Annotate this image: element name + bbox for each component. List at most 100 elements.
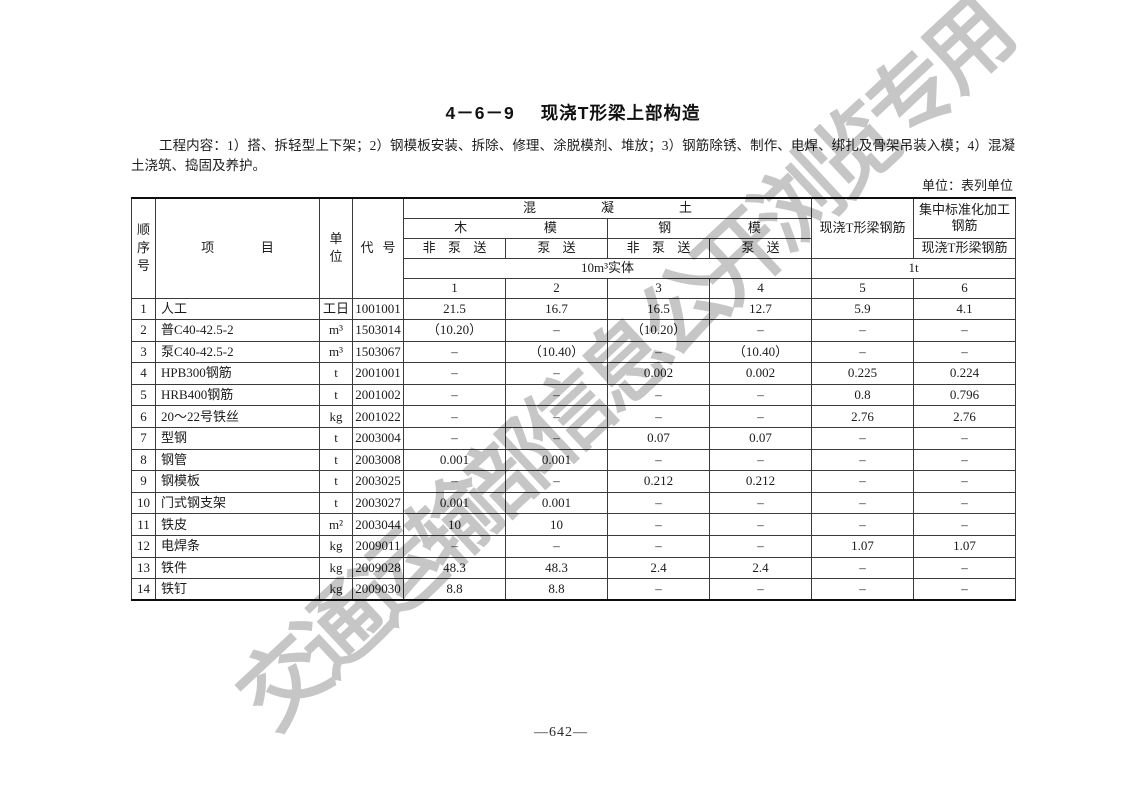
- item-cell: HPB300钢筋: [155, 362, 320, 385]
- seq-cell: 4: [131, 362, 156, 385]
- table-row: 3 泵C40-42.5-2 m³ 1503067– （10.40） – （10.40） – –: [131, 340, 1017, 364]
- table-row: 11 铁皮 m² 2003044 10 10– – – –: [131, 513, 1017, 537]
- unit-cell: m²: [319, 513, 353, 537]
- code-cell: 2003027: [352, 491, 404, 515]
- table-row: 14 铁钉 kg 2009030 8.8 8.8– – – –: [131, 578, 1017, 601]
- unit-cell: kg: [319, 578, 353, 601]
- value-cell: –: [607, 578, 710, 601]
- table-row: 12 电焊条 kg 2009011– – – –1.07 1.07: [131, 535, 1017, 558]
- header-spec-rebar: 1t: [811, 257, 1017, 279]
- section-code: 4－6－9: [445, 103, 515, 123]
- item-cell: 普C40-42.5-2: [155, 319, 320, 342]
- value-cell: 1.07: [811, 535, 915, 558]
- table-header: 顺序号 项目 单位 代号 混凝土 现浇T形梁钢筋 集中标准化加工钢筋 木模 钢模…: [131, 197, 1017, 299]
- page-title: 4－6－9 现浇T形梁上部构造: [131, 100, 1015, 125]
- value-cell: 48.3: [505, 556, 608, 580]
- value-cell: 5.9: [811, 297, 915, 321]
- unit-note: 单位：表列单位: [921, 178, 1013, 193]
- item-cell: 型钢: [155, 427, 320, 450]
- item-cell: 铁皮: [155, 513, 320, 537]
- value-cell: –: [708, 319, 813, 342]
- seq-cell: 2: [131, 319, 156, 342]
- page-number: —642—: [534, 725, 588, 740]
- header-unit: 单位: [319, 197, 353, 299]
- value-cell: –: [913, 470, 1017, 493]
- value-cell: 0.001: [505, 491, 608, 515]
- header-wood-pumped: 泵送: [505, 237, 608, 259]
- header-steel-pumped: 泵送: [708, 237, 813, 259]
- value-cell: 0.002: [708, 362, 813, 385]
- value-cell: –: [708, 578, 813, 601]
- value-cell: （10.20）: [403, 319, 506, 342]
- seq-cell: 8: [131, 448, 156, 472]
- item-cell: 钢模板: [155, 470, 320, 493]
- value-cell: 8.8: [505, 578, 608, 601]
- code-cell: 2001002: [352, 383, 404, 407]
- section-name: 现浇T形梁上部构造: [540, 103, 701, 123]
- header-code: 代号: [352, 197, 404, 299]
- seq-cell: 10: [131, 491, 156, 515]
- value-cell: –: [403, 535, 506, 558]
- value-cell: –: [811, 470, 915, 493]
- value-cell: –: [811, 491, 915, 515]
- seq-cell: 13: [131, 556, 156, 580]
- item-cell: 门式钢支架: [155, 491, 320, 515]
- header-col-1: 1: [403, 277, 506, 299]
- header-steel-form-label: 钢模: [658, 219, 838, 235]
- value-cell: –: [913, 491, 1017, 515]
- unit-cell: kg: [319, 405, 353, 429]
- value-cell: –: [708, 405, 813, 429]
- item-cell: 钢管: [155, 448, 320, 472]
- value-cell: 0.212: [708, 470, 813, 493]
- value-cell: –: [403, 427, 506, 450]
- code-cell: 2003004: [352, 427, 404, 450]
- value-cell: –: [811, 578, 915, 601]
- value-cell: –: [913, 513, 1017, 537]
- value-cell: –: [607, 383, 710, 407]
- header-item: 项目: [155, 197, 321, 299]
- value-cell: –: [913, 578, 1017, 601]
- value-cell: 2.76: [913, 405, 1017, 429]
- header-col-5: 5: [811, 277, 915, 299]
- header-cast-t-rebar: 现浇T形梁钢筋: [811, 197, 915, 259]
- value-cell: –: [811, 448, 915, 472]
- value-cell: –: [811, 319, 915, 342]
- value-cell: 0.001: [505, 448, 608, 472]
- value-cell: –: [811, 340, 915, 364]
- value-cell: –: [708, 491, 813, 515]
- value-cell: –: [607, 340, 710, 364]
- quota-table: 顺序号 项目 单位 代号 混凝土 现浇T形梁钢筋 集中标准化加工钢筋 木模 钢模…: [131, 197, 1017, 602]
- value-cell: 2.4: [607, 556, 710, 580]
- code-cell: 2003044: [352, 513, 404, 537]
- table-row: 8 钢管 t 2003008 0.001 0.001– – – –: [131, 448, 1017, 472]
- value-cell: –: [505, 470, 608, 493]
- value-cell: 16.7: [505, 297, 608, 321]
- code-cell: 1503014: [352, 319, 404, 342]
- header-seq: 顺序号: [131, 197, 156, 299]
- unit-cell: t: [319, 470, 353, 493]
- header-item-label: 项目: [201, 240, 321, 256]
- value-cell: –: [607, 535, 710, 558]
- seq-cell: 11: [131, 513, 156, 537]
- seq-cell: 1: [131, 297, 156, 321]
- value-cell: 0.07: [708, 427, 813, 450]
- unit-cell: 工日: [319, 297, 353, 321]
- code-cell: 2001022: [352, 405, 404, 429]
- value-cell: 16.5: [607, 297, 710, 321]
- table-row: 1 人工 工日 1001001 21.5 16.7 16.5 12.7 5.9 4.1: [131, 297, 1017, 321]
- value-cell: 0.796: [913, 383, 1017, 407]
- table-row: 2 普C40-42.5-2 m³ 1503014 （10.20） – （10.20） – – –: [131, 319, 1017, 342]
- unit-cell: t: [319, 491, 353, 515]
- header-col-3: 3: [607, 277, 710, 299]
- value-cell: （10.40）: [505, 340, 608, 364]
- value-cell: 0.225: [811, 362, 915, 385]
- unit-cell: m³: [319, 319, 353, 342]
- item-cell: 铁钉: [155, 578, 320, 601]
- value-cell: 0.001: [403, 491, 506, 515]
- value-cell: （10.20）: [607, 319, 710, 342]
- seq-cell: 3: [131, 340, 156, 364]
- value-cell: –: [708, 448, 813, 472]
- unit-cell: t: [319, 362, 353, 385]
- seq-cell: 7: [131, 427, 156, 450]
- value-cell: （10.40）: [708, 340, 813, 364]
